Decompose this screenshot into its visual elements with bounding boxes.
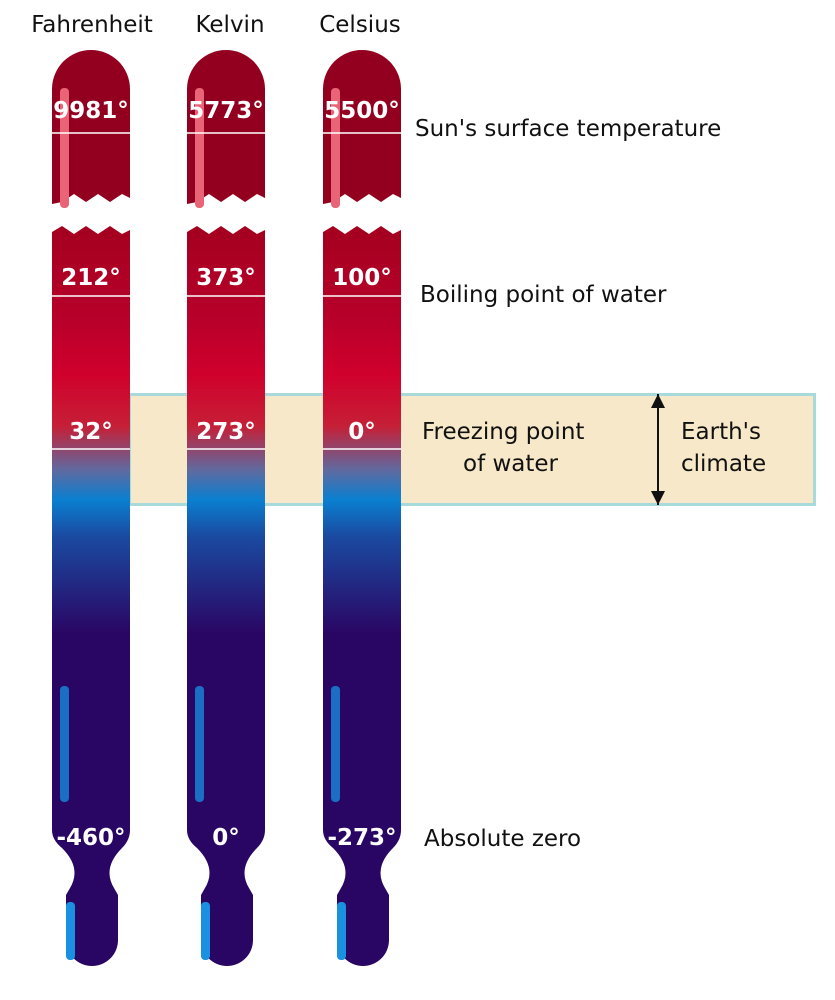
label-climate-line2: climate — [681, 451, 767, 477]
scale-title-celsius: Celsius — [319, 12, 401, 38]
value-kelvin-absolute-zero: 0° — [212, 825, 240, 851]
value-celsius-absolute-zero: -273° — [327, 825, 397, 851]
label-freezing-line1: Freezing point — [422, 419, 585, 445]
label-sun-surface: Sun's surface temperature — [415, 116, 722, 142]
thermometer-fahrenheit — [52, 50, 130, 966]
label-boiling-point: Boiling point of water — [420, 282, 667, 308]
value-fahrenheit-sun: 9981° — [53, 98, 129, 124]
value-fahrenheit-absolute-zero: -460° — [56, 825, 126, 851]
scale-title-kelvin: Kelvin — [195, 12, 265, 38]
value-celsius-sun: 5500° — [324, 98, 400, 124]
label-climate-line1: Earth's — [681, 419, 761, 445]
value-fahrenheit-boiling: 212° — [61, 265, 121, 291]
value-kelvin-freezing: 273° — [196, 419, 256, 445]
label-absolute-zero: Absolute zero — [424, 826, 582, 852]
thermometer-celsius — [323, 50, 401, 966]
value-kelvin-boiling: 373° — [196, 265, 256, 291]
value-celsius-freezing: 0° — [348, 419, 376, 445]
value-fahrenheit-freezing: 32° — [69, 419, 113, 445]
scale-title-fahrenheit: Fahrenheit — [31, 12, 153, 38]
double-arrow-icon — [651, 394, 665, 505]
label-freezing-line2: of water — [463, 451, 559, 477]
value-kelvin-sun: 5773° — [188, 98, 264, 124]
thermometer-kelvin — [187, 50, 265, 966]
value-celsius-boiling: 100° — [332, 265, 392, 291]
